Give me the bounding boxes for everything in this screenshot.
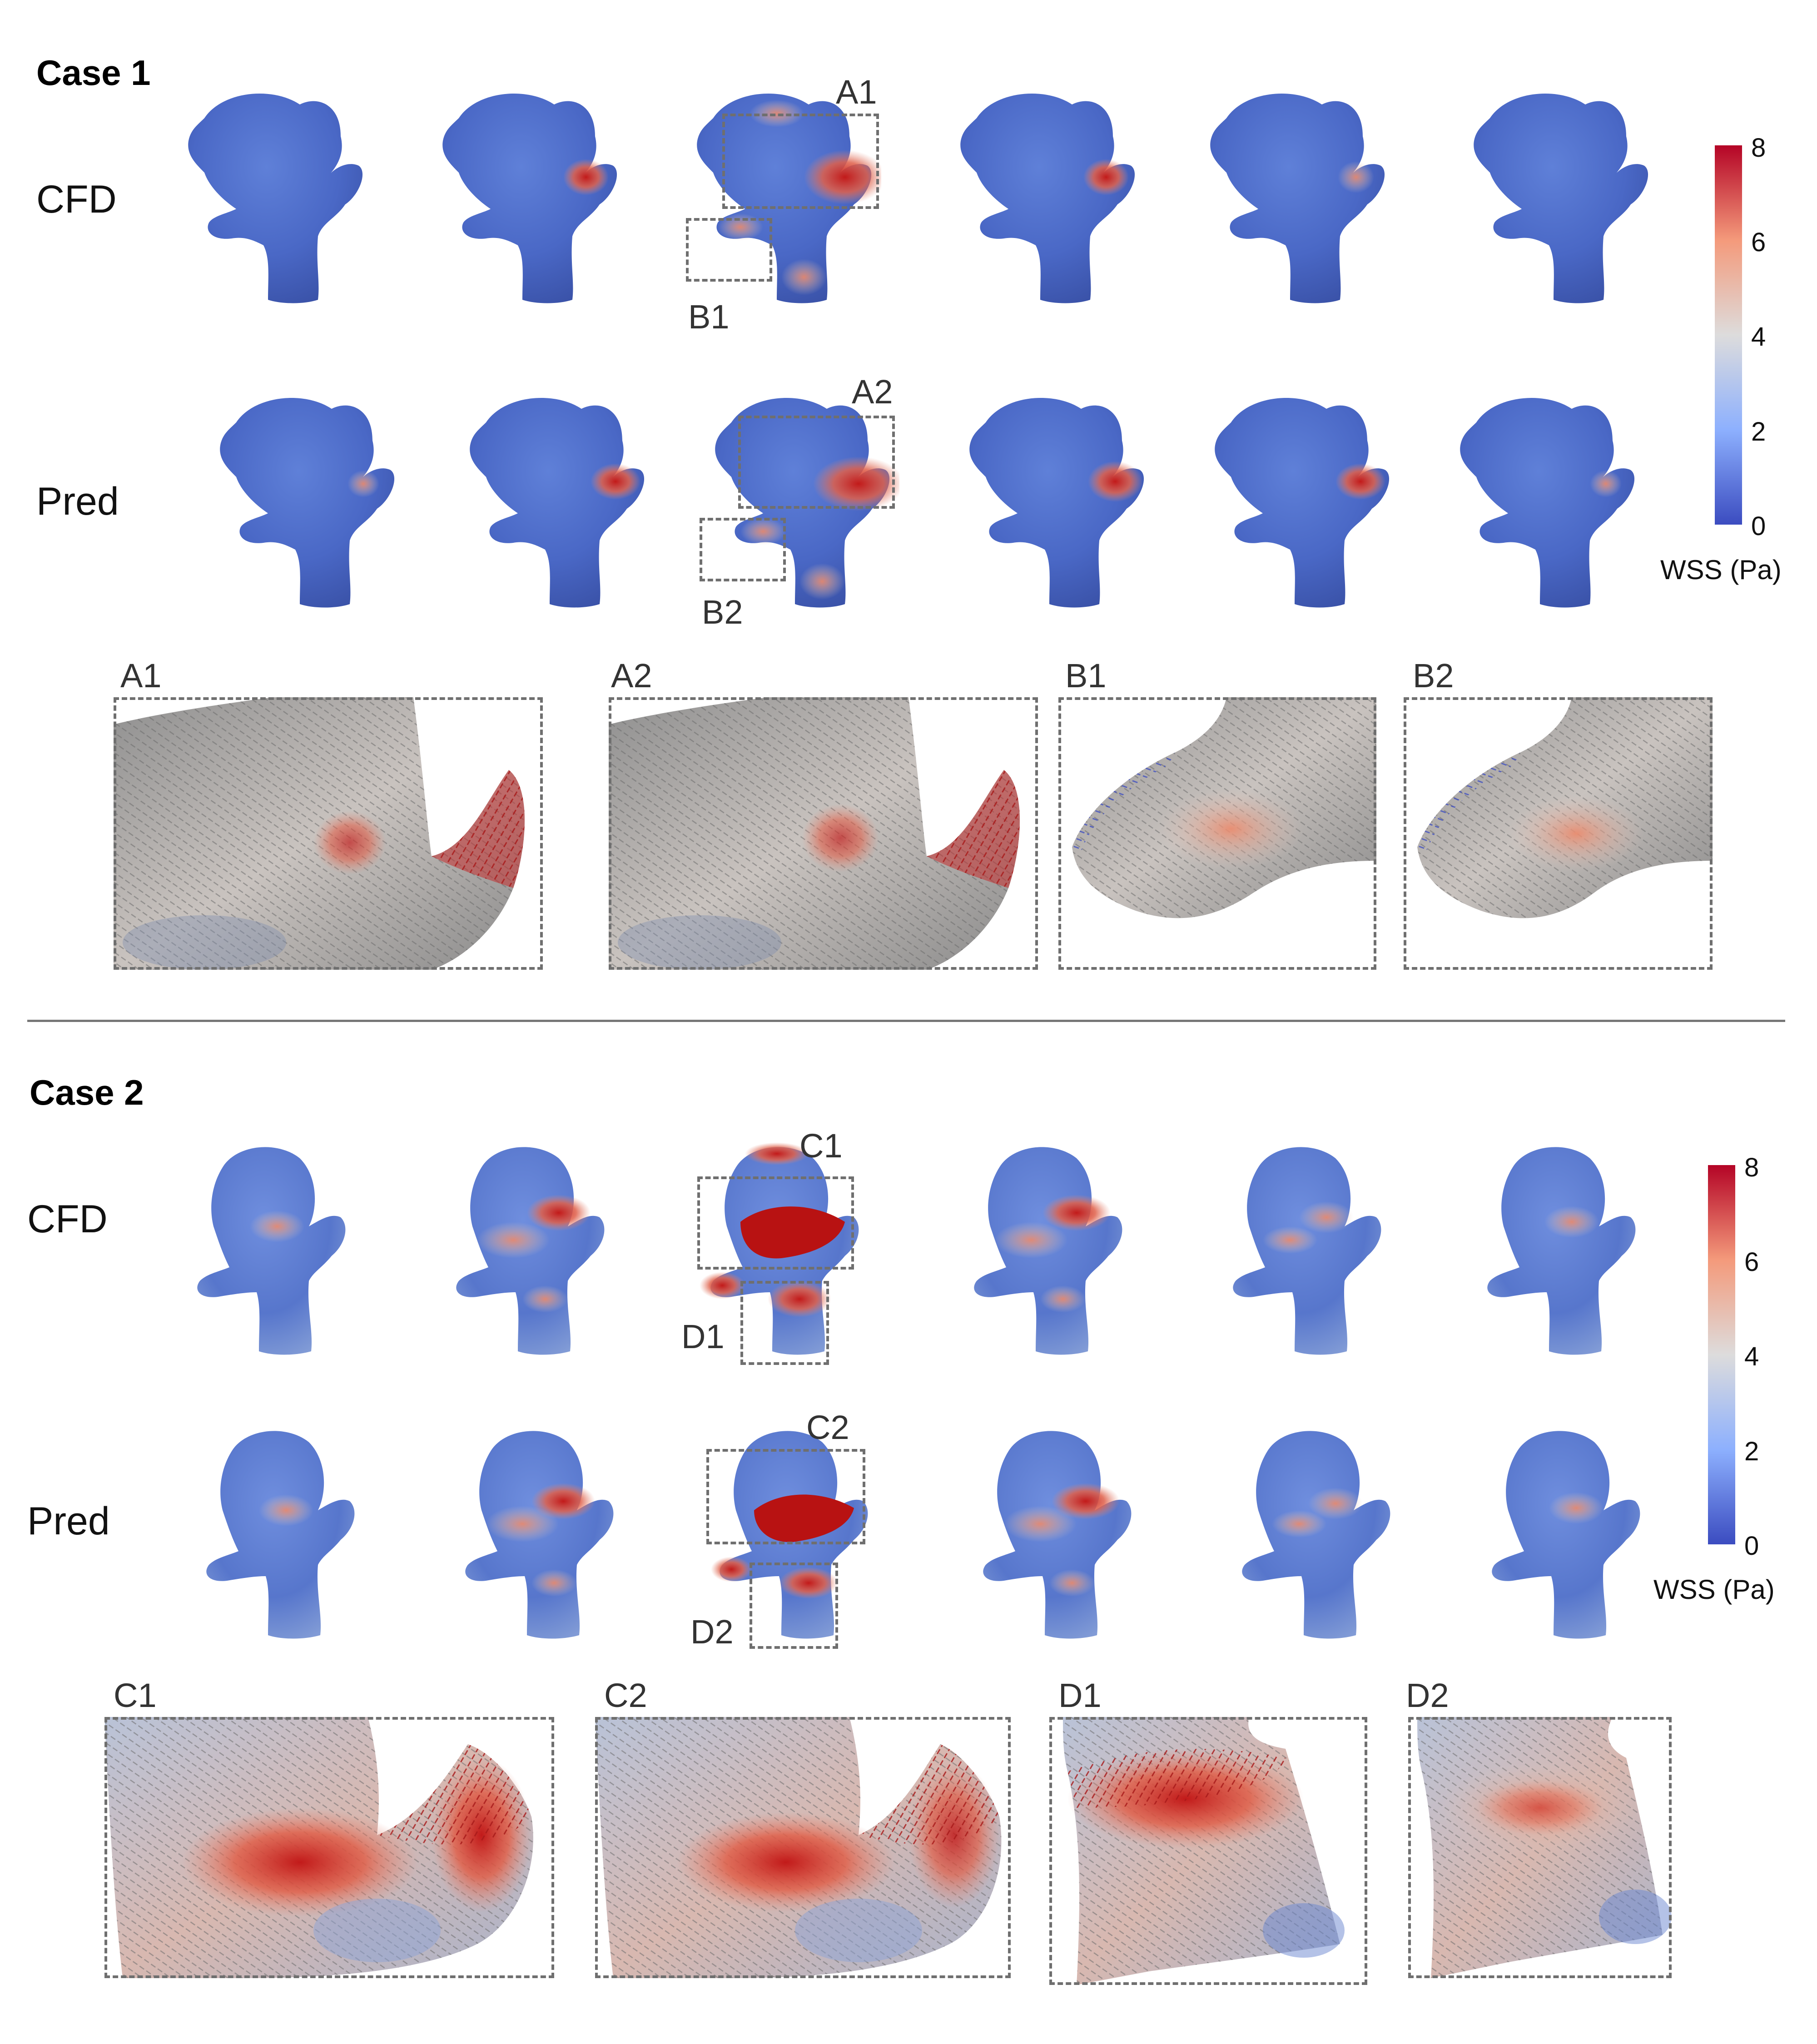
case-2-pred-model-6 xyxy=(1492,1431,1640,1639)
zoom-frame-a2 xyxy=(609,697,1038,970)
case-2-cfd-model-2 xyxy=(456,1147,605,1355)
case-1-cfd-model-6 xyxy=(1474,94,1648,303)
case-1-pred-model-6 xyxy=(1460,398,1635,608)
case-2-colorbar xyxy=(1708,1165,1735,1544)
region-box-d2 xyxy=(750,1563,838,1649)
case-2-cfd-model-1 xyxy=(197,1147,346,1355)
region-label-a1: A1 xyxy=(836,73,877,111)
zoom-panel-c1 xyxy=(104,1717,533,1978)
zoom-label-a1: A1 xyxy=(120,657,162,695)
zoom-panel-d2 xyxy=(1417,1717,1672,1978)
case-1-colorbar-tick: 4 xyxy=(1751,322,1766,352)
case-1-colorbar-tick: 0 xyxy=(1751,511,1766,541)
zoom-label-c2: C2 xyxy=(604,1677,647,1714)
zoom-label-d2: D2 xyxy=(1406,1677,1449,1714)
case-2-title: Case 2 xyxy=(30,1072,144,1112)
case-1-colorbar-tick: 8 xyxy=(1751,133,1766,163)
case-2-pred-model-2 xyxy=(465,1431,614,1639)
case-1-pred-model-1 xyxy=(220,398,395,608)
zoom-panel-a1 xyxy=(114,697,525,970)
case-1-title: Case 1 xyxy=(36,53,151,93)
case-2-pred-model-4 xyxy=(983,1431,1132,1639)
region-label-b2: B2 xyxy=(702,593,743,631)
zoom-frame-b2 xyxy=(1404,697,1713,970)
region-label-b1: B1 xyxy=(688,298,730,336)
case-1-pred-model-4 xyxy=(969,398,1144,608)
zoom-panel-b1 xyxy=(1072,697,1376,918)
zoom-frame-b1 xyxy=(1058,697,1376,970)
zoom-label-a2: A2 xyxy=(611,657,652,695)
zoom-frame-a1 xyxy=(114,697,543,970)
case-2-cfd-model-3 xyxy=(700,1142,859,1355)
zoom-frame-c1 xyxy=(104,1717,554,1978)
case-2-colorbar-title: WSS (Pa) xyxy=(1653,1574,1775,1605)
case-1-colorbar-title: WSS (Pa) xyxy=(1660,555,1782,585)
zoom-label-b1: B1 xyxy=(1065,657,1107,695)
zoom-panel-c2 xyxy=(595,1717,1002,1978)
case-1-cfd-model-1 xyxy=(188,94,363,303)
zoom-label-c1: C1 xyxy=(114,1677,157,1714)
region-label-d2: D2 xyxy=(690,1613,734,1651)
case-2-colorbar-tick: 2 xyxy=(1744,1437,1759,1466)
case-1-cfd-model-2 xyxy=(442,94,617,303)
region-box-c1 xyxy=(697,1176,854,1270)
case-1-cfd-row-label: CFD xyxy=(36,178,117,221)
case-separator xyxy=(27,1020,1785,1022)
zoom-frame-d2 xyxy=(1408,1717,1672,1978)
region-label-c2: C2 xyxy=(806,1409,849,1446)
case-2-cfd-row-label: CFD xyxy=(27,1197,108,1241)
zoom-panel-b2 xyxy=(1417,697,1713,918)
region-box-b2 xyxy=(700,518,786,581)
case-2-cfd-model-5 xyxy=(1233,1147,1381,1355)
region-label-d1: D1 xyxy=(681,1318,725,1355)
region-box-c2 xyxy=(706,1449,865,1544)
zoom-label-d1: D1 xyxy=(1058,1677,1102,1714)
region-label-a2: A2 xyxy=(852,373,893,411)
case-1-pred-model-3 xyxy=(715,398,899,608)
region-box-d1 xyxy=(740,1281,829,1365)
case-1-cfd-model-5 xyxy=(1210,94,1385,303)
case-1-colorbar-tick: 2 xyxy=(1751,417,1766,447)
zoom-label-b2: B2 xyxy=(1413,657,1454,695)
case-2-pred-model-5 xyxy=(1242,1431,1390,1639)
case-1-colorbar xyxy=(1715,145,1742,525)
case-2-colorbar-tick: 0 xyxy=(1744,1531,1759,1561)
case-2-colorbar-tick: 4 xyxy=(1744,1342,1759,1371)
zoom-frame-c2 xyxy=(595,1717,1011,1978)
case-1-pred-model-2 xyxy=(470,398,645,608)
case-2-pred-model-1 xyxy=(206,1431,355,1639)
case-2-colorbar-tick: 8 xyxy=(1744,1153,1759,1182)
case-1-cfd-model-4 xyxy=(960,94,1135,303)
case-1-pred-model-5 xyxy=(1215,398,1390,608)
region-label-c1: C1 xyxy=(799,1127,843,1165)
region-box-a2 xyxy=(738,416,895,509)
case-2-cfd-model-4 xyxy=(974,1147,1122,1355)
case-2-cfd-model-6 xyxy=(1487,1147,1636,1355)
region-box-a1 xyxy=(722,114,879,209)
case-2-pred-model-3 xyxy=(711,1431,868,1639)
case-1-colorbar-tick: 6 xyxy=(1751,228,1766,257)
case-2-colorbar-tick: 6 xyxy=(1744,1247,1759,1277)
case-2-pred-row-label: Pred xyxy=(27,1499,110,1543)
case-1-cfd-model-3 xyxy=(697,94,881,303)
zoom-panel-d1 xyxy=(1063,1717,1345,1985)
zoom-panel-a2 xyxy=(609,697,1020,970)
region-box-b1 xyxy=(686,218,772,282)
zoom-frame-d1 xyxy=(1049,1717,1367,1985)
case-1-pred-row-label: Pred xyxy=(36,480,119,523)
